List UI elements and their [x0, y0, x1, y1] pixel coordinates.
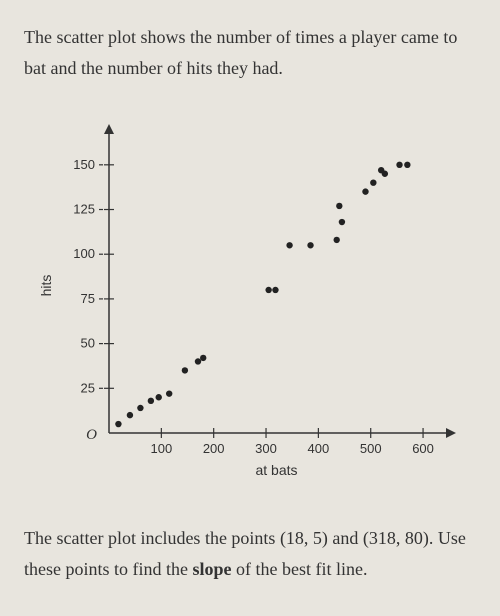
- svg-text:125: 125: [73, 202, 95, 217]
- svg-text:O: O: [86, 427, 97, 443]
- svg-text:600: 600: [412, 441, 434, 456]
- svg-text:at bats: at bats: [255, 462, 297, 478]
- svg-text:200: 200: [203, 441, 225, 456]
- svg-text:400: 400: [308, 441, 330, 456]
- svg-text:100: 100: [73, 246, 95, 261]
- intro-text: The scatter plot shows the number of tim…: [24, 22, 476, 83]
- svg-text:75: 75: [81, 291, 95, 306]
- svg-text:150: 150: [73, 157, 95, 172]
- svg-text:500: 500: [360, 441, 382, 456]
- question-bold: slope: [192, 559, 231, 579]
- question-text: The scatter plot includes the points (18…: [24, 523, 476, 584]
- question-part-2: of the best fit line.: [232, 559, 368, 579]
- svg-text:hits: hits: [38, 275, 54, 297]
- svg-text:300: 300: [255, 441, 277, 456]
- svg-text:25: 25: [81, 380, 95, 395]
- svg-text:100: 100: [150, 441, 172, 456]
- scatter-plot: 25 50 75 100 125 150 100 200 300 400 500 600 Oat bat…: [24, 123, 476, 493]
- svg-text:50: 50: [81, 336, 95, 351]
